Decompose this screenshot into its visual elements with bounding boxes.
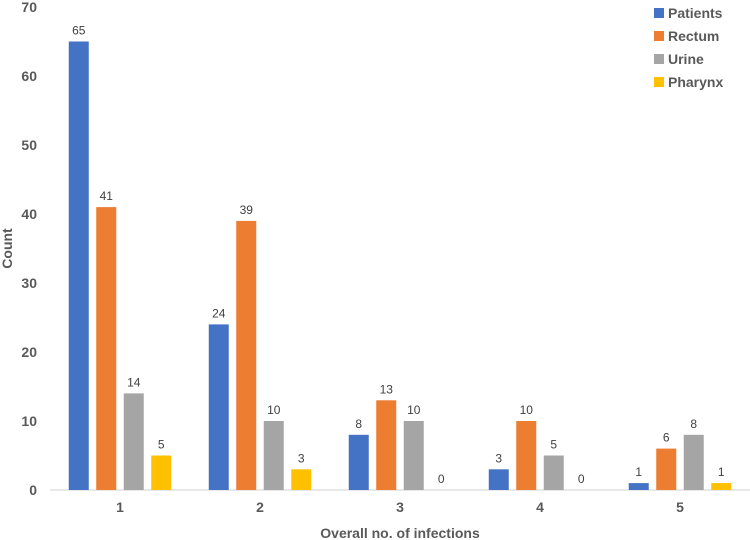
x-tick-label: 1 (116, 499, 124, 515)
y-tick-label: 60 (21, 68, 37, 84)
legend-swatch-pharynx (654, 77, 664, 87)
bar-rectum (96, 207, 117, 490)
legend-label-patients: Patients (668, 5, 723, 21)
bar-patients (628, 483, 649, 490)
y-tick-label: 30 (21, 275, 37, 291)
data-label: 3 (495, 451, 502, 465)
data-label: 6 (663, 431, 670, 445)
data-label: 0 (578, 472, 585, 486)
legend-label-rectum: Rectum (668, 28, 719, 44)
legend-swatch-rectum (654, 31, 664, 41)
y-tick-label: 50 (21, 137, 37, 153)
data-label: 8 (355, 417, 362, 431)
data-label: 13 (380, 382, 394, 396)
bar-rectum (236, 220, 257, 490)
y-axis-title: Count (0, 228, 15, 269)
bar-patients (208, 324, 229, 490)
legend-label-urine: Urine (668, 51, 704, 67)
bar-urine (263, 421, 284, 490)
y-tick-label: 40 (21, 206, 37, 222)
x-tick-label: 4 (536, 499, 544, 515)
data-label: 14 (127, 375, 141, 389)
bar-patients (68, 41, 89, 490)
bar-rectum (376, 400, 397, 490)
data-label: 1 (635, 465, 642, 479)
legend-swatch-patients (654, 8, 664, 18)
legend-swatch-urine (654, 54, 664, 64)
data-label: 3 (298, 451, 305, 465)
bars: 65 41 14 5 24 39 10 3 8 13 10 0 3 10 5 0 1 6 8 1 (68, 24, 732, 490)
data-label: 24 (212, 306, 226, 320)
x-axis-ticks: 1 2 3 4 5 (116, 499, 684, 515)
data-label: 8 (690, 417, 697, 431)
bar-patients (348, 434, 369, 490)
data-label: 10 (407, 403, 421, 417)
data-label: 5 (158, 438, 165, 452)
x-axis-title: Overall no. of infections (320, 525, 480, 540)
bar-urine (683, 434, 704, 490)
y-tick-label: 70 (21, 0, 37, 15)
y-tick-label: 10 (21, 413, 37, 429)
y-tick-label: 20 (21, 344, 37, 360)
data-label: 5 (550, 438, 557, 452)
y-axis-ticks: 0 10 20 30 40 50 60 70 (21, 0, 37, 498)
bar-urine (543, 455, 564, 490)
bar-rectum (516, 421, 537, 490)
data-label: 10 (520, 403, 534, 417)
x-tick-label: 3 (396, 499, 404, 515)
bar-patients (488, 469, 509, 490)
x-tick-label: 5 (676, 499, 684, 515)
x-tick-label: 2 (256, 499, 264, 515)
bar-urine (123, 393, 144, 490)
y-tick-label: 0 (29, 482, 37, 498)
data-label: 0 (438, 472, 445, 486)
bar-pharynx (711, 483, 732, 490)
data-label: 1 (718, 465, 725, 479)
bar-pharynx (151, 455, 172, 490)
data-label: 39 (240, 203, 254, 217)
data-label: 41 (100, 189, 114, 203)
legend-label-pharynx: Pharynx (668, 74, 723, 90)
data-label: 10 (267, 403, 281, 417)
data-label: 65 (72, 24, 86, 38)
bar-pharynx (291, 469, 312, 490)
bar-urine (403, 421, 424, 490)
bar-rectum (656, 448, 677, 490)
legend: Patients Rectum Urine Pharynx (654, 5, 723, 90)
